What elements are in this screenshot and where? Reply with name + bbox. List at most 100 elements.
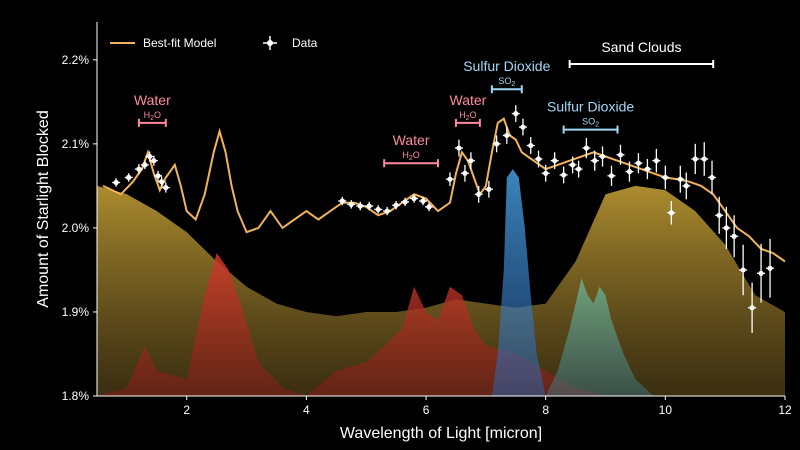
data-point (145, 151, 154, 162)
data-point (518, 118, 527, 136)
x-tick-label: 12 (778, 403, 792, 417)
data-point (757, 243, 766, 303)
x-axis-title: Wavelength of Light [micron] (340, 425, 542, 442)
data-point (445, 172, 454, 186)
data-point (691, 143, 700, 175)
y-tick-label: 2.2% (62, 53, 90, 67)
annotation-so2-2: Sulfur Dioxide SO2 (547, 99, 634, 134)
data-point (347, 200, 356, 209)
contribution-area-water (97, 253, 785, 396)
annotation-label: Water (134, 92, 171, 108)
data-point (643, 158, 652, 180)
data-point (598, 146, 607, 167)
data-point (541, 164, 550, 182)
data-point (708, 160, 717, 195)
x-tick-label: 6 (423, 403, 430, 417)
data-point (748, 282, 757, 333)
y-tick-label: 1.9% (62, 305, 90, 319)
annotation-formula: H2O (402, 150, 419, 162)
y-tick-labels: 1.8% 1.9% 2.0% 2.1% 2.2% (62, 53, 97, 403)
data-point (157, 176, 166, 187)
data-point (700, 142, 709, 176)
data-point (511, 105, 520, 123)
data-point (134, 164, 143, 175)
data-point (466, 152, 475, 170)
data-point (502, 127, 511, 144)
legend: Best-fit Model Data (110, 36, 318, 50)
data-point (365, 201, 374, 211)
annotation-formula: SO2 (582, 117, 599, 129)
data-point (607, 165, 616, 186)
data-point (667, 201, 676, 225)
data-points-layer (112, 105, 775, 333)
annotation-label: Water (450, 92, 487, 108)
data-point (474, 185, 483, 203)
x-tick-labels: 2 4 6 8 10 12 (183, 396, 792, 417)
data-point (460, 164, 469, 182)
data-point (484, 180, 493, 198)
data-point (634, 153, 643, 174)
data-point (154, 170, 163, 181)
data-point (112, 178, 121, 187)
data-point (739, 244, 748, 296)
annotation-formula: H2O (459, 110, 476, 122)
contribution-area-so2 (491, 169, 546, 396)
data-point (534, 150, 543, 168)
data-point (161, 182, 170, 193)
data-point (676, 165, 685, 193)
y-tick-label: 2.1% (62, 137, 90, 151)
data-point (425, 202, 434, 212)
best-fit-model-line (102, 117, 786, 263)
data-point (550, 152, 559, 170)
data-point (766, 238, 775, 298)
data-point (582, 137, 591, 159)
annotation-label: Sulfur Dioxide (547, 99, 634, 115)
data-point (392, 201, 401, 210)
annotation-label: Water (393, 132, 430, 148)
legend-data-label: Data (292, 36, 318, 50)
y-axis-title: Amount of Starlight Blocked (35, 110, 52, 307)
annotation-water-3: Water H2O (450, 92, 487, 127)
x-tick-label: 10 (659, 403, 673, 417)
annotation-water-2: Water H2O (383, 132, 440, 168)
annotation-water-1: Water H2O (134, 92, 171, 127)
data-point (383, 206, 392, 216)
data-point (374, 205, 383, 214)
annotation-formula: H2O (144, 110, 161, 122)
y-tick-label: 2.0% (62, 221, 90, 235)
data-point (410, 194, 419, 203)
data-point (590, 150, 599, 171)
annotation-label: Sand Clouds (601, 39, 681, 55)
data-point (338, 196, 347, 206)
data-point (682, 172, 691, 200)
data-point (419, 196, 428, 206)
data-point (454, 139, 463, 157)
data-point (124, 173, 133, 182)
data-point (722, 206, 731, 249)
y-tick-label: 1.8% (62, 389, 90, 403)
axes (96, 22, 785, 397)
annotations-layer: Water H2O Water H2O Water H2O Sulfur Dioxide SO… (134, 39, 715, 168)
data-point (730, 215, 739, 258)
data-point (526, 137, 535, 154)
data-point (149, 155, 158, 166)
x-tick-label: 2 (183, 403, 190, 417)
molecule-contribution-layer (97, 169, 785, 396)
data-point (661, 165, 670, 190)
data-point (559, 166, 568, 184)
x-tick-label: 4 (303, 403, 310, 417)
x-tick-label: 8 (542, 403, 549, 417)
data-point (568, 156, 577, 174)
contribution-area-so2-second (545, 278, 666, 396)
annotation-sand: Sand Clouds (568, 39, 715, 69)
data-point (652, 148, 661, 173)
annotation-so2-1: Sulfur Dioxide SO2 (463, 58, 551, 94)
data-point (625, 161, 634, 182)
annotation-label: Sulfur Dioxide (463, 58, 550, 74)
data-point (492, 135, 501, 153)
data-point (356, 201, 365, 211)
data-point (401, 197, 410, 207)
data-point (574, 160, 583, 178)
annotation-formula: SO2 (498, 76, 515, 88)
